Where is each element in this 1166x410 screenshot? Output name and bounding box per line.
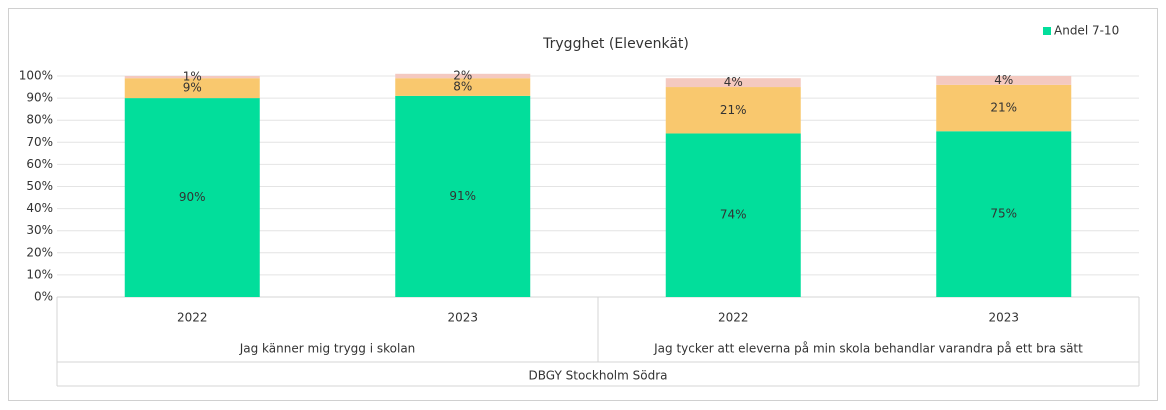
y-tick-label: 0%: [34, 290, 53, 304]
y-tick-label: 60%: [26, 157, 53, 171]
bar-segment: [124, 78, 260, 99]
data-label: 21%: [720, 103, 747, 117]
data-label: 4%: [724, 75, 743, 89]
chart-title: Trygghet (Elevenkät): [542, 36, 689, 52]
y-tick-label: 100%: [19, 69, 53, 83]
y-tick-label: 80%: [26, 113, 53, 127]
data-label: 21%: [990, 101, 1017, 115]
x-tick-label: 2022: [718, 311, 749, 325]
x-tick-label: 2023: [988, 311, 1019, 325]
y-tick-label: 50%: [26, 179, 53, 193]
data-label: 75%: [990, 207, 1017, 221]
y-tick-label: 70%: [26, 135, 53, 149]
data-label: 9%: [183, 81, 202, 95]
data-label: 4%: [994, 73, 1013, 87]
bar-segment: [665, 87, 801, 134]
x-tick-label: 2023: [447, 311, 478, 325]
y-tick-label: 10%: [26, 267, 53, 281]
x-tick-label: 2022: [177, 311, 208, 325]
supergroup-label: DBGY Stockholm Södra: [529, 369, 668, 383]
y-tick-label: 30%: [26, 223, 53, 237]
bar-segment: [936, 131, 1072, 297]
y-tick-label: 90%: [26, 91, 53, 105]
data-label: 1%: [183, 70, 202, 84]
bar-segment: [395, 95, 531, 297]
y-tick-label: 20%: [26, 245, 53, 259]
bar-segment: [124, 98, 260, 297]
bar-segment: [665, 133, 801, 297]
y-tick-label: 40%: [26, 201, 53, 215]
bar-segment: [124, 76, 260, 79]
data-label: 74%: [720, 208, 747, 222]
bar-segment: [665, 78, 801, 88]
group-label: Jag känner mig trygg i skolan: [239, 342, 416, 356]
data-label: 2%: [453, 69, 472, 83]
data-label: 91%: [449, 189, 476, 203]
bar-segment: [936, 84, 1072, 132]
legend-swatch: [1043, 27, 1051, 35]
bar-segment: [395, 73, 531, 79]
data-label: 8%: [453, 80, 472, 94]
bar-segment: [395, 78, 531, 96]
bar-segment: [936, 76, 1072, 85]
legend-label: Andel 7-10: [1054, 24, 1119, 38]
data-label: 90%: [179, 190, 206, 204]
group-label: Jag tycker att eleverna på min skola beh…: [653, 342, 1083, 356]
